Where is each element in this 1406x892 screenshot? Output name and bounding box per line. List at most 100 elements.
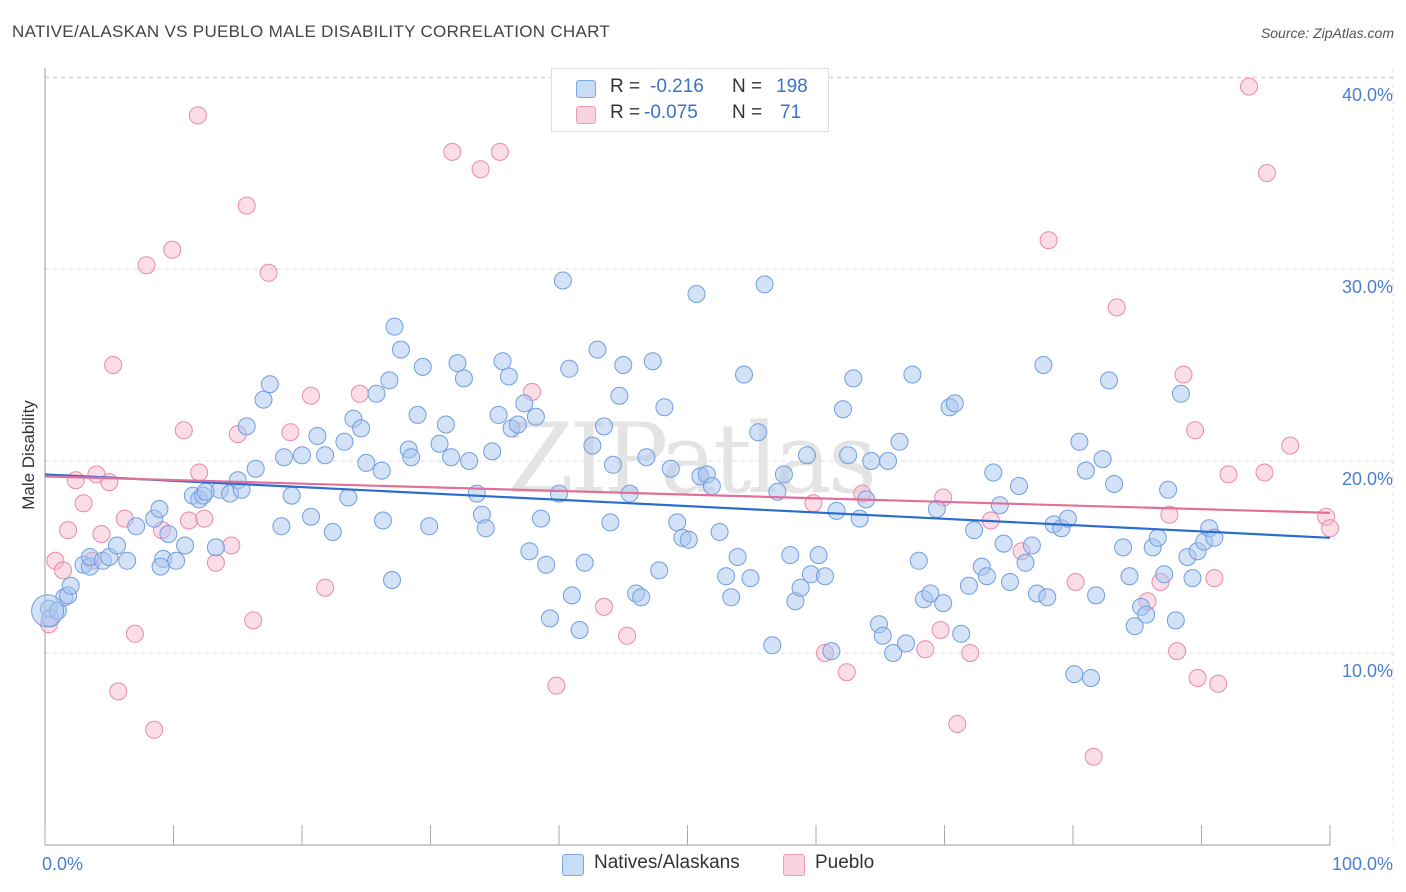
point-natives bbox=[798, 446, 816, 465]
point-natives bbox=[282, 486, 301, 505]
y-axis-title: Male Disability bbox=[19, 400, 38, 510]
point-natives bbox=[454, 369, 473, 388]
point-natives bbox=[550, 484, 568, 503]
point-natives bbox=[1166, 611, 1185, 630]
point-natives bbox=[151, 557, 170, 576]
point-natives bbox=[1082, 669, 1100, 687]
point-natives bbox=[420, 517, 439, 536]
point-natives bbox=[402, 448, 421, 467]
point-pueblo bbox=[443, 142, 462, 161]
point-natives bbox=[588, 340, 607, 359]
point-natives bbox=[1125, 617, 1144, 636]
point-natives bbox=[308, 427, 327, 445]
point-natives bbox=[702, 477, 721, 495]
point-natives bbox=[335, 432, 354, 451]
point-natives bbox=[614, 356, 633, 374]
point-natives bbox=[604, 455, 622, 474]
point-natives bbox=[1093, 450, 1112, 469]
point-natives bbox=[575, 553, 594, 572]
point-natives bbox=[1034, 356, 1053, 374]
point-natives bbox=[934, 594, 953, 613]
legend-n-value: 71 bbox=[780, 102, 802, 123]
point-pueblo bbox=[1084, 747, 1103, 766]
point-natives bbox=[430, 434, 449, 453]
point-natives bbox=[668, 513, 687, 532]
point-pueblo bbox=[190, 463, 209, 482]
point-natives bbox=[560, 359, 579, 378]
point-natives bbox=[1114, 538, 1133, 557]
bottom-legend-label-pueblo: Pueblo bbox=[815, 852, 875, 873]
point-pueblo bbox=[618, 626, 637, 645]
point-natives bbox=[909, 551, 928, 570]
point-natives bbox=[965, 521, 984, 540]
point-natives bbox=[246, 459, 265, 478]
legend-n-label: N = bbox=[732, 76, 763, 97]
point-pueblo bbox=[174, 421, 193, 440]
point-natives bbox=[260, 375, 279, 394]
point-natives bbox=[1016, 553, 1035, 572]
point-pueblo bbox=[1066, 573, 1085, 591]
point-natives bbox=[206, 538, 225, 557]
point-pueblo bbox=[237, 196, 256, 215]
point-natives bbox=[655, 398, 674, 417]
point-natives bbox=[1058, 509, 1077, 528]
point-pueblo bbox=[188, 106, 207, 125]
point-natives bbox=[1010, 477, 1028, 495]
point-natives bbox=[483, 442, 502, 461]
legend-r-label: R = bbox=[610, 102, 641, 123]
point-natives bbox=[735, 365, 753, 384]
point-pueblo bbox=[206, 553, 225, 572]
legend-r-value: -0.075 bbox=[644, 102, 698, 123]
point-natives bbox=[1183, 569, 1202, 588]
point-natives bbox=[541, 609, 559, 628]
y-tick-label: 40.0% bbox=[1342, 85, 1393, 105]
point-natives bbox=[339, 488, 358, 507]
axis-labels: 10.0% 20.0% 30.0% 40.0% 0.0% 100.0% Male Disab… bbox=[19, 85, 1393, 874]
point-pueblo bbox=[104, 356, 123, 374]
point-natives bbox=[150, 500, 169, 518]
point-pueblo bbox=[595, 597, 613, 616]
point-pueblo bbox=[100, 473, 119, 492]
point-natives bbox=[650, 561, 669, 580]
bottom-legend-swatch-pueblo bbox=[783, 854, 805, 876]
point-natives bbox=[237, 417, 256, 436]
point-natives bbox=[755, 275, 774, 294]
point-natives bbox=[984, 463, 1003, 482]
point-natives bbox=[176, 536, 195, 555]
point-natives bbox=[741, 569, 760, 588]
point-natives bbox=[862, 452, 881, 470]
axes bbox=[44, 68, 1331, 846]
point-natives bbox=[413, 357, 432, 376]
point-pueblo bbox=[1281, 436, 1300, 455]
point-pueblo bbox=[837, 663, 856, 682]
point-natives bbox=[499, 367, 518, 386]
point-pueblo bbox=[222, 536, 241, 555]
point-natives bbox=[493, 352, 512, 371]
point-natives bbox=[526, 407, 545, 426]
trend-line-natives bbox=[44, 473, 1331, 539]
point-natives bbox=[850, 509, 869, 528]
point-pueblo bbox=[259, 263, 278, 282]
point-natives bbox=[952, 624, 971, 643]
point-natives bbox=[460, 452, 479, 470]
point-pueblo bbox=[1039, 231, 1058, 250]
y-tick-label: 30.0% bbox=[1342, 277, 1393, 297]
point-natives bbox=[1001, 573, 1019, 591]
point-natives bbox=[127, 517, 146, 536]
point-pueblo bbox=[1219, 465, 1238, 484]
point-natives bbox=[781, 546, 800, 565]
point-pueblo bbox=[59, 521, 78, 540]
point-natives bbox=[749, 423, 768, 442]
point-natives bbox=[357, 453, 376, 472]
point-natives bbox=[1100, 371, 1118, 390]
point-pueblo bbox=[350, 384, 369, 403]
legend-r-label: R = bbox=[610, 76, 641, 97]
point-natives bbox=[254, 390, 273, 409]
bottom-legend-label-natives: Natives/Alaskans bbox=[594, 852, 740, 873]
point-natives bbox=[61, 576, 80, 595]
point-natives bbox=[632, 588, 651, 607]
point-natives bbox=[774, 465, 793, 484]
point-natives bbox=[661, 459, 680, 478]
point-natives bbox=[844, 369, 863, 388]
point-pueblo bbox=[244, 611, 263, 630]
